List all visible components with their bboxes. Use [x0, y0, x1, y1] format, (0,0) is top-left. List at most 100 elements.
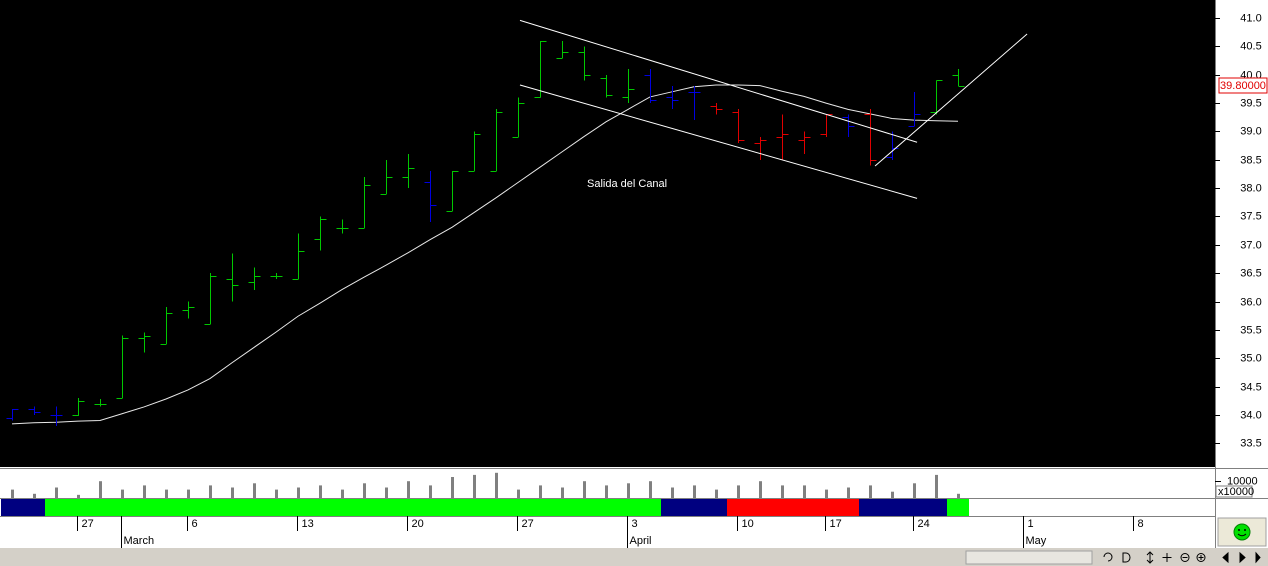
plot-background — [0, 0, 1215, 467]
volume-bar — [451, 477, 454, 498]
trend-band-segment — [529, 499, 551, 516]
trend-band-segment — [441, 499, 463, 516]
scroll-right[interactable] — [1239, 551, 1246, 564]
volume-bar — [341, 489, 344, 498]
y-tick-label: 38.0 — [1240, 182, 1261, 194]
moving-average — [11, 84, 959, 425]
y-tick-label: 37.0 — [1240, 239, 1261, 251]
ohlc-bar — [644, 69, 657, 104]
zoom-in-icon[interactable] — [1196, 553, 1206, 562]
scroll-end[interactable] — [1255, 551, 1261, 564]
ohlc-bar — [270, 273, 283, 279]
volume-bar — [759, 481, 762, 498]
ohlc-bar — [72, 397, 85, 416]
ohlc-bar — [182, 301, 195, 319]
ohlc-bar — [380, 159, 393, 195]
volume-bar — [297, 487, 300, 498]
ohlc-bar — [732, 108, 745, 143]
y-tick-label: 40.5 — [1240, 40, 1261, 52]
y-tick-label: 37.5 — [1240, 210, 1261, 222]
trendline — [874, 33, 1028, 167]
trend-band-segment — [111, 499, 133, 516]
toolbar — [0, 548, 1268, 566]
trend-band-segment — [353, 499, 375, 516]
volume-bar — [407, 481, 410, 498]
ohlc-bar — [556, 40, 569, 59]
zoom-y-icon[interactable] — [1146, 551, 1154, 564]
smiley-eye — [1244, 529, 1246, 531]
volume-bar — [935, 474, 938, 498]
scroll-left[interactable] — [1222, 551, 1229, 564]
trend-band-segment — [243, 499, 265, 516]
volume-bar — [561, 487, 564, 498]
ohlc-bar — [6, 409, 19, 421]
volume-bar — [825, 489, 828, 498]
volume-bar — [583, 481, 586, 498]
volume-bar — [33, 493, 36, 498]
ohlc-bar — [292, 233, 305, 280]
ohlc-bar — [446, 171, 459, 212]
ohlc-bar — [28, 406, 41, 415]
trend-band-segment — [705, 499, 727, 516]
refresh-icon[interactable] — [1103, 552, 1113, 562]
ohlc-bar — [358, 176, 371, 229]
smiley-face — [1233, 523, 1251, 541]
trend-band-segment — [45, 499, 67, 516]
ohlc-bar — [50, 406, 63, 427]
trend-band-segment — [683, 499, 705, 516]
trend-band-segment — [771, 499, 793, 516]
y-tick-label: 33.5 — [1240, 437, 1261, 449]
y-tick-label: 39.5 — [1240, 97, 1261, 109]
trend-band-segment — [727, 499, 749, 516]
volume-bar — [517, 489, 520, 498]
volume-bar — [363, 483, 366, 498]
y-tick-label: 34.0 — [1240, 409, 1261, 421]
y-tick-label: 35.5 — [1240, 324, 1261, 336]
volume-bar — [539, 485, 542, 498]
toolbar-icons — [1103, 551, 1261, 564]
volume-bar — [473, 474, 476, 498]
trend-band-segment — [133, 499, 155, 516]
volume-bar — [737, 485, 740, 498]
trend-band-segment — [925, 499, 947, 516]
y-tick-label: 35.0 — [1240, 352, 1261, 364]
trend-band-segment — [903, 499, 925, 516]
ohlc-bar — [424, 171, 437, 223]
y-tick-label: 39.0 — [1240, 125, 1261, 137]
y-tick-label: 36.5 — [1240, 267, 1261, 279]
ohlc-bar — [336, 219, 349, 234]
trend-band-segment — [23, 499, 45, 516]
ohlc-bar — [512, 97, 525, 138]
trend-band-segment — [265, 499, 287, 516]
trend-band-segment — [397, 499, 419, 516]
d-icon[interactable] — [1122, 552, 1131, 563]
trend-band-segment — [815, 499, 837, 516]
trend-band-segment — [199, 499, 221, 516]
volume-bar — [165, 489, 168, 498]
move-icon[interactable] — [1162, 553, 1172, 562]
ohlc-bar — [908, 91, 921, 127]
volume-bar — [781, 485, 784, 498]
trend-band-segment — [463, 499, 485, 516]
trend-band-segment — [793, 499, 815, 516]
ohlc-bar — [226, 253, 239, 302]
trend-band-segment — [551, 499, 573, 516]
ohlc-bar — [94, 398, 107, 407]
zoom-out-icon[interactable] — [1180, 553, 1190, 562]
ohlc-bar — [116, 335, 129, 399]
ohlc-bar — [930, 80, 943, 115]
y-tick-label: 41.0 — [1240, 12, 1261, 24]
trend-band-segment — [89, 499, 111, 516]
smiley-eye — [1238, 529, 1240, 531]
scrollbar-thumb[interactable] — [965, 550, 1093, 565]
volume-bar — [429, 485, 432, 498]
volume-bar — [495, 472, 498, 498]
ohlc-bar — [798, 131, 811, 155]
x-tick-label: 1 — [1028, 518, 1034, 530]
trendline — [519, 19, 918, 143]
volume-bar — [11, 489, 14, 498]
x-tick-label: 27 — [522, 518, 534, 530]
trend-band-segment — [595, 499, 617, 516]
